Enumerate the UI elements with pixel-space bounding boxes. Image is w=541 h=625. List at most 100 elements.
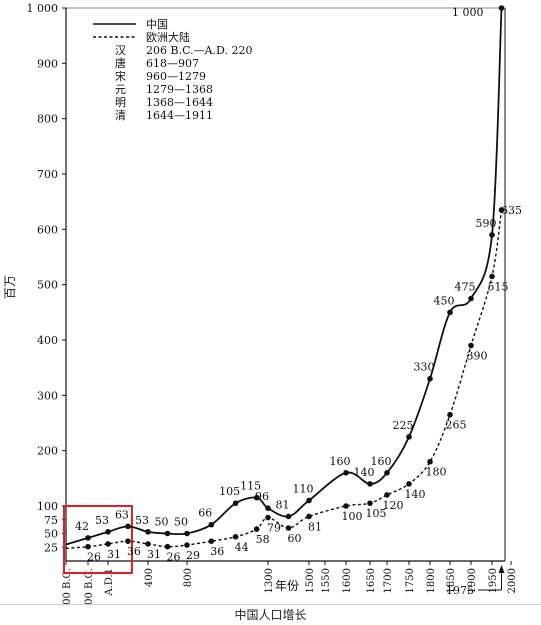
data-label-china: 110 xyxy=(293,482,314,495)
data-label-china: 160 xyxy=(330,455,351,468)
data-point-europe xyxy=(406,481,412,487)
y-tick-label: 50 xyxy=(44,528,58,541)
x-tick-label: 2000 xyxy=(507,568,518,593)
data-point-europe xyxy=(447,411,453,418)
legend-dynasty-period: 206 B.C.—A.D. 220 xyxy=(146,44,252,57)
data-label-europe: 44 xyxy=(235,541,249,554)
chart-caption: 中国人口增长 xyxy=(0,604,541,625)
data-label-europe: 58 xyxy=(256,533,270,546)
data-label-europe: 390 xyxy=(467,350,488,363)
data-point-china xyxy=(367,481,373,487)
data-label-europe: 105 xyxy=(366,507,387,520)
data-label-china: 50 xyxy=(155,516,169,529)
data-label-europe: 140 xyxy=(405,488,426,501)
y-tick-label: 200 xyxy=(37,445,58,458)
data-label-europe: 120 xyxy=(383,499,404,512)
data-point-china xyxy=(427,375,433,382)
highlight-box xyxy=(63,505,133,574)
data-point-china xyxy=(498,5,505,11)
x-tick-label: 400 B.C. xyxy=(62,568,73,604)
x-tick-label: 1800 xyxy=(426,568,437,593)
data-point-china xyxy=(489,232,495,238)
data-point-china xyxy=(145,529,151,535)
y-tick-label: 500 xyxy=(37,279,58,292)
data-label-europe: 26 xyxy=(167,551,181,564)
data-point-europe xyxy=(265,514,271,521)
legend-entry-label: 中国 xyxy=(146,18,168,31)
x-tick-label: 1500 xyxy=(305,568,316,593)
data-point-europe xyxy=(367,500,373,507)
chart-frame: 中国 欧洲大陆汉 206 B.C.—A.D. 220 唐 618—907 宋 960—127… xyxy=(3,2,522,604)
y-tick-label: 1 000 xyxy=(27,2,59,15)
data-point-europe xyxy=(285,525,292,531)
data-label-china: 225 xyxy=(393,419,414,432)
x-tick-label: 1600 xyxy=(342,568,353,593)
data-point-china xyxy=(85,535,91,541)
data-label-china: 590 xyxy=(476,217,497,230)
data-label-china: 330 xyxy=(414,361,435,374)
data-point-china xyxy=(105,529,111,535)
data-point-china xyxy=(343,470,349,476)
data-label-europe: 265 xyxy=(446,419,467,432)
y-tick-label: 25 xyxy=(44,541,58,554)
data-point-china xyxy=(306,497,312,504)
data-label-europe: 26 xyxy=(87,551,101,564)
data-point-china xyxy=(164,530,171,537)
data-point-europe xyxy=(232,534,239,540)
data-label-europe: 515 xyxy=(488,280,509,293)
legend-dynasty-name: 汉 xyxy=(115,44,126,57)
data-label-europe: 31 xyxy=(107,548,121,561)
series-layer xyxy=(65,5,505,550)
data-label-europe: 36 xyxy=(210,545,224,558)
x-tick-label: 1900 xyxy=(467,568,478,593)
data-label-china: 53 xyxy=(135,514,149,527)
data-point-europe xyxy=(343,503,349,509)
data-point-china xyxy=(384,470,390,476)
data-label-europe: 180 xyxy=(426,466,447,479)
y-axis-title: 百万 xyxy=(3,275,17,299)
data-point-europe xyxy=(468,342,474,349)
data-label-china: 96 xyxy=(255,490,269,503)
data-point-china xyxy=(285,513,292,520)
data-point-europe xyxy=(498,207,505,213)
legend-dynasty-period: 1368—1644 xyxy=(146,96,213,109)
data-point-europe xyxy=(427,458,433,465)
legend-dynasty-name: 元 xyxy=(115,83,126,96)
data-point-china xyxy=(184,530,190,537)
legend-entry-label: 欧洲大陆 xyxy=(146,30,190,44)
y-tick-label: 400 xyxy=(37,334,58,347)
data-label-china: 450 xyxy=(434,294,455,307)
data-label-europe: 81 xyxy=(308,520,322,533)
data-label-china: 475 xyxy=(455,281,476,294)
data-point-europe xyxy=(489,273,495,280)
series-line-europe xyxy=(65,209,503,550)
data-point-china xyxy=(232,500,239,507)
data-label-china: 63 xyxy=(115,508,129,521)
legend-dynasty-period: 618—907 xyxy=(146,57,199,70)
y-tick-label: 800 xyxy=(37,113,58,126)
data-point-europe xyxy=(306,513,312,520)
data-label-china: 42 xyxy=(75,520,89,533)
data-label-china: 50 xyxy=(174,516,188,529)
legend-dynasty-period: 1644—1911 xyxy=(146,109,213,122)
data-label-china: 115 xyxy=(240,480,261,493)
legend-dynasty-name: 明 xyxy=(115,96,126,109)
data-point-china xyxy=(253,494,260,501)
data-label-europe: 60 xyxy=(288,532,302,545)
legend-dynasty-period: 960—1279 xyxy=(146,70,206,83)
series-line-china xyxy=(65,7,503,546)
data-point-europe xyxy=(105,541,111,547)
legend-dynasty-name: 清 xyxy=(115,109,126,122)
data-point-europe xyxy=(85,543,91,550)
data-label-europe: 29 xyxy=(186,549,200,562)
data-label-europe: 31 xyxy=(147,548,161,561)
x-tick-label: 1300 xyxy=(264,568,275,593)
x-tick-label: 1750 xyxy=(405,568,416,593)
y-tick-label: 600 xyxy=(37,223,58,236)
x-tick-label: 1550 xyxy=(321,568,332,593)
x-tick-label: 1850 xyxy=(446,568,457,593)
